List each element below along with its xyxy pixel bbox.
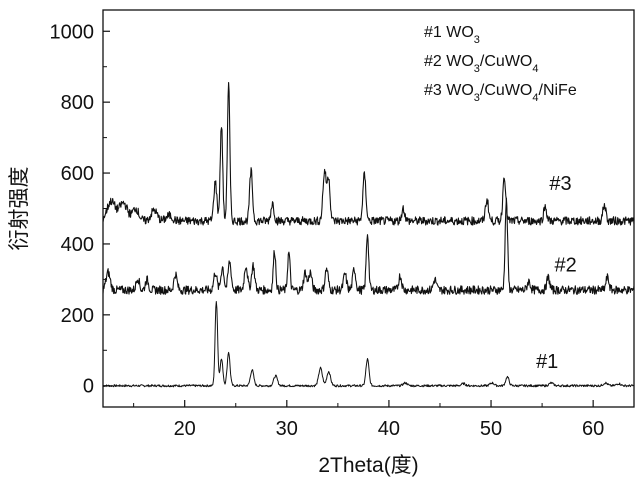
y-tick-label: 200 — [61, 305, 94, 327]
series-line-3 — [102, 81, 635, 226]
series-label-3: #3 — [549, 173, 571, 195]
legend-entry-id: #2 — [424, 53, 442, 70]
legend-text-part: /CuWO — [480, 82, 532, 99]
y-axis-label: 衍射强度 — [8, 167, 31, 251]
series-line-1 — [102, 301, 635, 388]
legend: #1 WO3#2 WO3/CuWO4#3 WO3/CuWO4/NiFe — [424, 24, 577, 104]
y-tick-label: 1000 — [50, 21, 95, 43]
legend-subscript: 3 — [474, 63, 480, 75]
legend-text-part: WO — [446, 82, 474, 99]
legend-entry-1: #1 WO3 — [424, 24, 480, 46]
label-layer: 2Theta(度) 衍射强度 — [8, 167, 419, 478]
legend-entry-3: #3 WO3/CuWO4/NiFe — [424, 82, 577, 104]
y-tick-label: 600 — [61, 163, 94, 185]
y-tick-label: 800 — [61, 92, 94, 114]
y-tick-label: 400 — [61, 234, 94, 256]
legend-text-part: WO — [446, 53, 474, 70]
legend-entry-id: #1 — [424, 24, 442, 41]
legend-subscript: 4 — [532, 92, 538, 104]
plot-frame — [102, 9, 635, 408]
series-label-1: #1 — [536, 351, 558, 373]
legend-text-part: /NiFe — [539, 82, 577, 99]
series-label-2: #2 — [554, 255, 576, 277]
series-line-2 — [102, 197, 635, 295]
legend-text-part: WO — [446, 24, 474, 41]
legend-entry-2: #2 WO3/CuWO4 — [424, 53, 539, 75]
y-tick-label: 0 — [83, 376, 94, 398]
x-axis-label: 2Theta(度) — [318, 454, 418, 477]
legend-entry-id: #3 — [424, 82, 442, 99]
x-tick-label: 60 — [582, 418, 604, 440]
legend-text-part: /CuWO — [480, 53, 532, 70]
legend-subscript: 4 — [532, 63, 538, 75]
x-tick-label: 30 — [276, 418, 298, 440]
legend-subscript: 3 — [474, 92, 480, 104]
x-tick-label: 20 — [174, 418, 196, 440]
series-layer: #1 #2 #3 — [102, 81, 635, 388]
legend-subscript: 3 — [474, 34, 480, 46]
x-tick-label: 50 — [480, 418, 502, 440]
x-tick-label: 40 — [378, 418, 400, 440]
